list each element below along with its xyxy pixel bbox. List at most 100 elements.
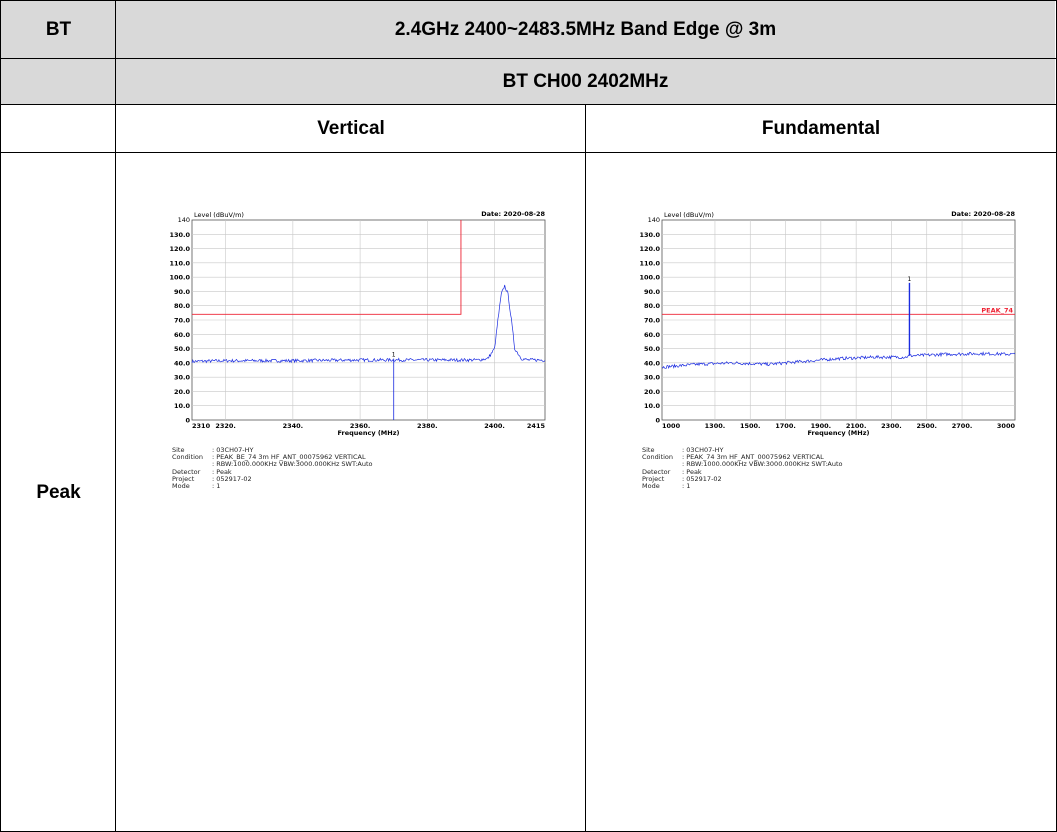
info-value: : 1 (212, 482, 221, 491)
marker-label: 1 (392, 352, 396, 359)
y-tick-label: 30.0 (644, 374, 661, 382)
y-tick-label: 50.0 (174, 345, 191, 353)
y-tick-label: 70.0 (174, 317, 191, 325)
info-key: Detector (172, 467, 201, 476)
vertical-band-edge-plot: 130.0 120.0 1 10.0 100.0 90.0 80.0 70.0 60.0 50.0… (150, 205, 550, 525)
y-tick-label: 90.0 (174, 288, 191, 296)
plot-info-2: Site : 03CH07-HY Condition : PEAK_74 3m HF_… (642, 446, 843, 491)
col-right-label: Fundamental (761, 118, 881, 139)
plot-svg-1: 130.0 120.0 1 10.0 100.0 90.0 80.0 70.0 60.0 50.0… (169, 210, 546, 437)
x-tick-label: 2340. (283, 422, 304, 430)
y-tick-label: 90.0 (644, 288, 661, 296)
table-subtitle: BT CH00 2402MHz (502, 71, 669, 92)
y-tick-label: 40.0 (174, 359, 191, 367)
col-left-header: Vertical (116, 105, 586, 153)
info-row: Site : 03CH07-HY (172, 446, 373, 454)
y-tick-label: 0 (185, 417, 190, 425)
x-tick-label: 2310 (192, 422, 211, 430)
info-value: : RBW:1000.000KHz VBW:3000.000KHz SWT:Au… (212, 460, 373, 469)
y-tick-label: 110.0 (639, 259, 660, 267)
info-row: Mode : 1 (642, 482, 843, 491)
info-value: : RBW:1000.000KHz VBW:3000.000KHz SWT:Au… (682, 460, 843, 469)
x-tick-label: 2300. (881, 422, 902, 430)
info-row: Detector : Peak (172, 467, 373, 476)
limit-label: PEAK_74 (981, 306, 1013, 314)
plot-svg-2: 130.0120.0110.0100.090.080.070.060.050.0… (639, 210, 1016, 437)
y-tick-label: 70.0 (644, 317, 661, 325)
corner-label: BT (45, 19, 72, 40)
info-value: : 052917-02 (682, 474, 722, 483)
info-key: Site (172, 446, 185, 454)
y-tick-label: 60.0 (174, 331, 191, 339)
y-tick-label: 120.0 (639, 245, 660, 253)
info-value: : Peak (682, 467, 702, 476)
marker-label: 1 (908, 276, 912, 283)
info-row: Site : 03CH07-HY (642, 446, 843, 454)
info-key: Project (172, 474, 195, 483)
info-row: Project: 052917-02 (642, 474, 843, 483)
y-axis-title: Level (dBuV/m) (194, 211, 244, 219)
corner-blank-cell (1, 59, 116, 105)
info-value: : 1 (682, 482, 691, 491)
y-tick-label: 60.0 (644, 331, 661, 339)
limit-line (192, 220, 462, 315)
x-tick-label: 2380. (417, 422, 438, 430)
x-tick-label: 2415 (527, 422, 546, 430)
info-value: : PEAK_BE_74 3m HF_ANT_00075962 VERTICAL (212, 453, 366, 462)
x-tick-label: 2100. (846, 422, 867, 430)
x-axis-title: Frequency (MHz) (338, 429, 400, 437)
trace-series (661, 351, 1016, 370)
y-tick-label: 50.0 (644, 345, 661, 353)
info-key: Mode (642, 482, 660, 491)
y-tick-label: 100.0 (639, 274, 660, 282)
info-key: Condition (642, 453, 674, 462)
row-label-cell: Peak (1, 153, 116, 832)
info-row: Condition: PEAK_BE_74 3m HF_ANT_00075962… (172, 453, 373, 462)
info-row: Detector : Peak (642, 467, 843, 476)
y-tick-label: 10.0 (644, 402, 661, 410)
info-value: : 03CH07-HY (212, 446, 254, 454)
info-row: Condition : PEAK_74 3m HF_ANT_00075962 VE… (642, 453, 843, 462)
y-top-label: 140 (648, 216, 660, 224)
info-value: : PEAK_74 3m HF_ANT_00075962 VERTICAL (682, 453, 824, 462)
x-tick-label: 2360. (350, 422, 371, 430)
corner-cell: BT (1, 1, 116, 59)
y-tick-label: 120.0 (169, 245, 190, 253)
info-row: : RBW:1000.000KHz VBW:3000.000KHz SWT:Au… (642, 461, 843, 468)
x-tick-label: 2320. (215, 422, 236, 430)
x-tick-label: 2400. (484, 422, 505, 430)
y-top-label: 140 (178, 216, 190, 224)
plot-info-1: Site : 03CH07-HY Condition: PEAK_BE_74 3m … (172, 446, 373, 491)
y-tick-label: 130.0 (639, 231, 660, 239)
y-tick-label: 10.0 (174, 402, 191, 410)
y-tick-label: 0 (655, 417, 660, 425)
info-row: Mode: 1 (172, 482, 373, 491)
x-tick-label: 3000 (997, 422, 1016, 430)
trace-series (191, 284, 546, 364)
y-tick-label: 30.0 (174, 374, 191, 382)
x-tick-label: 1900. (811, 422, 832, 430)
row-label: Peak (36, 481, 81, 503)
y-tick-label: 20.0 (174, 388, 191, 396)
info-key: Detector (642, 467, 671, 476)
x-tick-label: 2500. (916, 422, 937, 430)
plot-date: Date: 2020-08-28 (481, 210, 545, 218)
x-tick-label: 1300. (705, 422, 726, 430)
info-row: Project : 052917-02 (172, 474, 373, 483)
x-tick-label: 2700. (952, 422, 973, 430)
y-tick-label: 100.0 (169, 274, 190, 282)
info-value: : Peak (212, 467, 232, 476)
y-tick-label: 80.0 (174, 302, 191, 310)
y-tick-label: 20.0 (644, 388, 661, 396)
y-tick-label: 40.0 (644, 359, 661, 367)
col-left-label: Vertical (317, 118, 385, 139)
info-key: Site (642, 446, 655, 454)
fundamental-plot: 130.0 120.0 110.0 100.0 90.0 80.0 70.0 60.0 50.0… (620, 205, 1020, 525)
info-value: : 03CH07-HY (682, 446, 724, 454)
y-tick-label: 80.0 (644, 302, 661, 310)
x-tick-label: 1700. (775, 422, 796, 430)
x-tick-label: 1000 (662, 422, 681, 430)
y-tick-label: 130.0 (169, 231, 190, 239)
info-value: : 052917-02 (212, 474, 252, 483)
subtitle-cell: BT CH00 2402MHz (116, 59, 1055, 105)
